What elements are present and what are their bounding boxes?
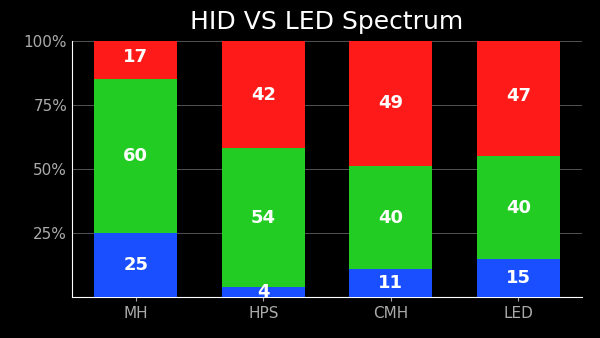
Bar bbox=[477, 156, 560, 259]
Title: HID VS LED Spectrum: HID VS LED Spectrum bbox=[190, 10, 464, 34]
Bar bbox=[349, 41, 432, 166]
Bar bbox=[94, 79, 177, 233]
Bar bbox=[94, 233, 177, 297]
Text: 15: 15 bbox=[506, 269, 531, 287]
Text: 42: 42 bbox=[251, 86, 276, 103]
Text: 25: 25 bbox=[123, 256, 148, 274]
Text: 40: 40 bbox=[378, 209, 403, 227]
Text: 40: 40 bbox=[506, 198, 531, 217]
Text: 11: 11 bbox=[378, 274, 403, 292]
Text: 17: 17 bbox=[123, 48, 148, 66]
Bar bbox=[349, 166, 432, 269]
Text: 47: 47 bbox=[506, 87, 531, 105]
Bar bbox=[94, 35, 177, 79]
Text: 60: 60 bbox=[123, 147, 148, 165]
Text: 4: 4 bbox=[257, 283, 269, 301]
Text: 49: 49 bbox=[378, 95, 403, 113]
Bar bbox=[477, 35, 560, 156]
Bar bbox=[349, 269, 432, 297]
Text: 54: 54 bbox=[251, 209, 276, 227]
Bar bbox=[222, 41, 305, 148]
Bar bbox=[477, 259, 560, 297]
Bar bbox=[222, 287, 305, 297]
Bar bbox=[222, 148, 305, 287]
